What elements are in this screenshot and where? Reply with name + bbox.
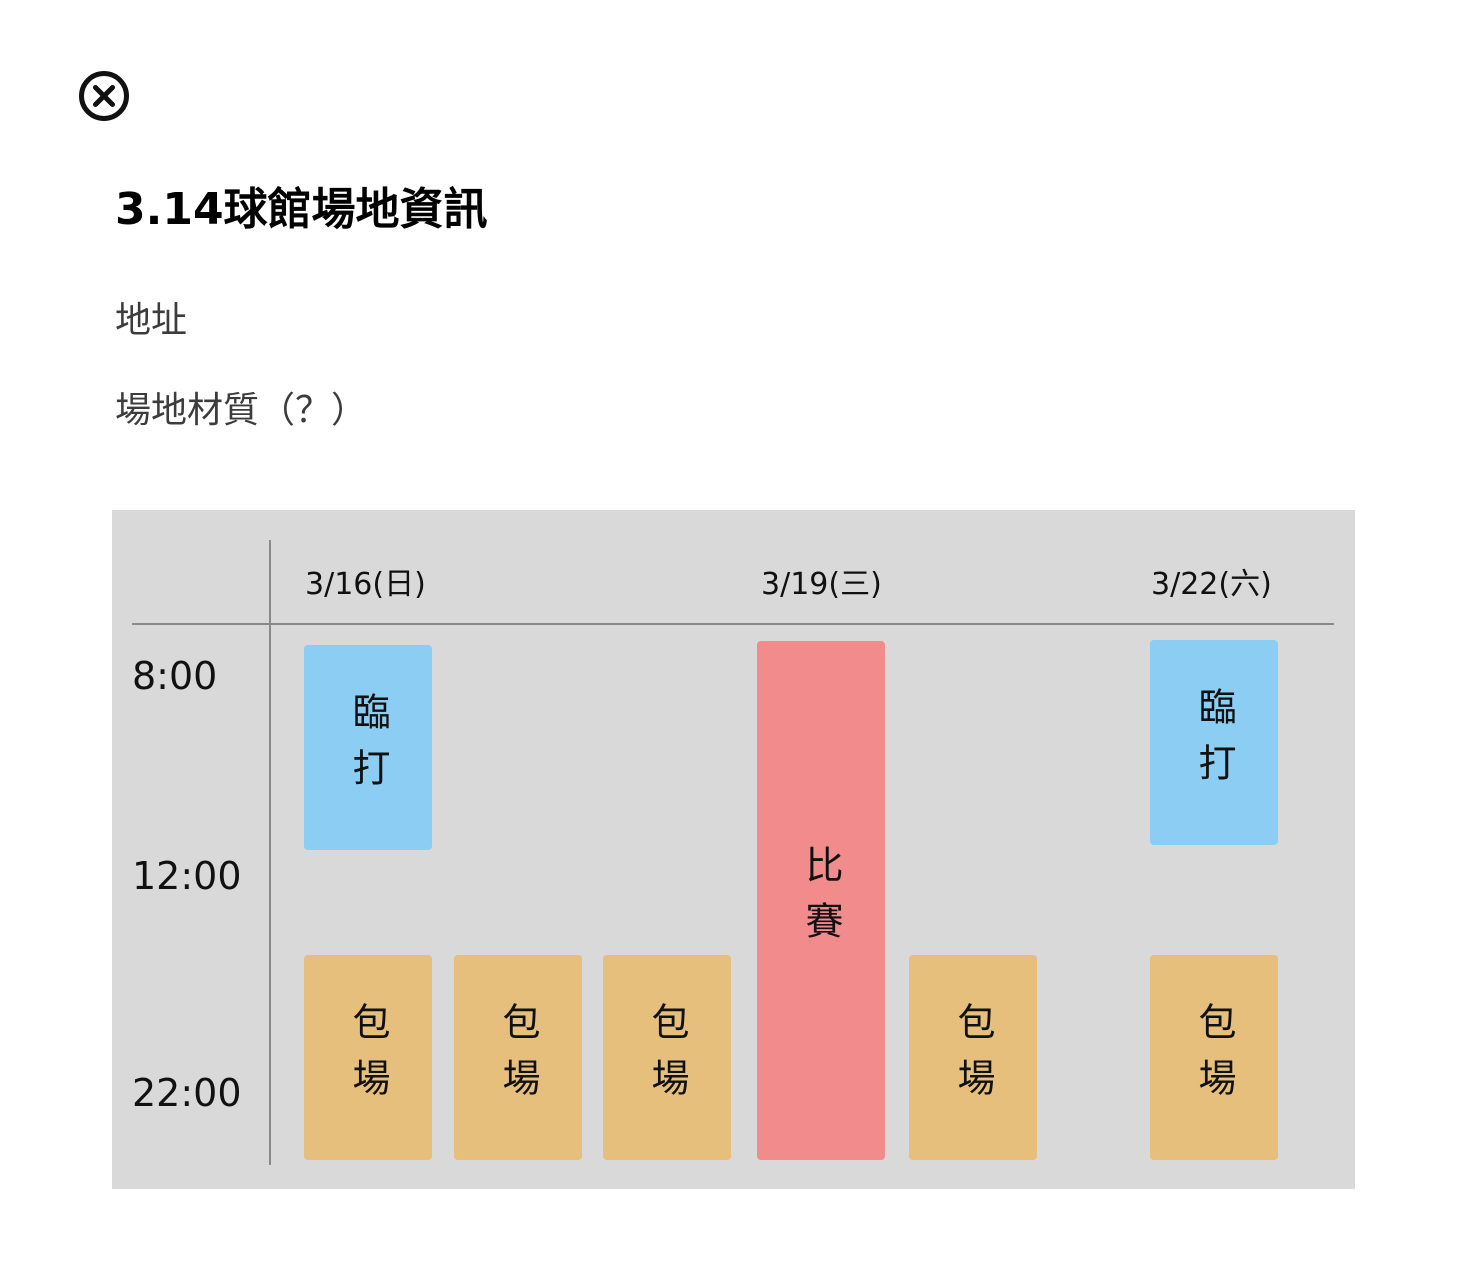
address-label: 地址 bbox=[115, 300, 188, 341]
slot-booking-5[interactable]: 包場 bbox=[1150, 955, 1278, 1160]
slot-label: 包場 bbox=[645, 1001, 689, 1114]
slot-label: 比賽 bbox=[799, 844, 843, 957]
slot-label: 包場 bbox=[1192, 1001, 1236, 1114]
time-label-2200: 22:00 bbox=[132, 1071, 242, 1115]
day-header-0316: 3/16(日) bbox=[305, 567, 426, 602]
slot-match-0319[interactable]: 比賽 bbox=[757, 641, 885, 1160]
page-title: 3.14球館場地資訊 bbox=[115, 184, 488, 235]
day-header-0322: 3/22(六) bbox=[1151, 567, 1272, 602]
court-material-label: 場地材質（？） bbox=[115, 390, 368, 431]
day-header-divider bbox=[132, 623, 1334, 625]
slot-label: 臨打 bbox=[346, 691, 390, 804]
time-label-0800: 8:00 bbox=[132, 654, 218, 698]
time-axis-divider bbox=[269, 540, 271, 1165]
close-button[interactable] bbox=[78, 70, 130, 122]
schedule-grid: 3/16(日) 3/19(三) 3/22(六) 8:00 12:00 22:00… bbox=[112, 510, 1355, 1189]
slot-booking-1[interactable]: 包場 bbox=[304, 955, 432, 1160]
slot-booking-3[interactable]: 包場 bbox=[603, 955, 731, 1160]
slot-practice-0316[interactable]: 臨打 bbox=[304, 645, 432, 850]
slot-label: 包場 bbox=[346, 1001, 390, 1114]
close-icon bbox=[79, 71, 129, 121]
slot-practice-0322[interactable]: 臨打 bbox=[1150, 640, 1278, 845]
slot-booking-4[interactable]: 包場 bbox=[909, 955, 1037, 1160]
time-label-1200: 12:00 bbox=[132, 854, 242, 898]
slot-label: 包場 bbox=[951, 1001, 995, 1114]
slot-booking-2[interactable]: 包場 bbox=[454, 955, 582, 1160]
slot-label: 臨打 bbox=[1192, 686, 1236, 799]
day-header-0319: 3/19(三) bbox=[761, 567, 882, 602]
slot-label: 包場 bbox=[496, 1001, 540, 1114]
